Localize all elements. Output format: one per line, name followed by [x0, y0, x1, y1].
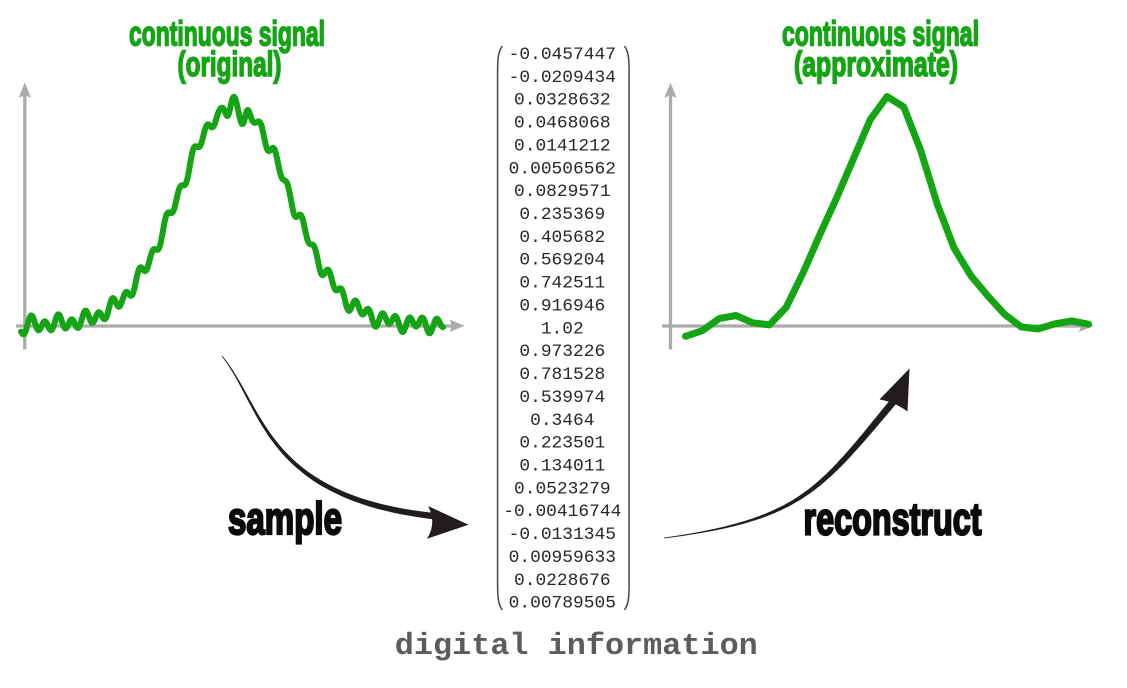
- svg-text:0.0829571: 0.0829571: [514, 182, 611, 202]
- svg-text:(approximate): (approximate): [794, 45, 958, 84]
- svg-text:0.3464: 0.3464: [530, 411, 594, 431]
- svg-text:sample: sample: [228, 493, 342, 544]
- svg-text:0.0228676: 0.0228676: [514, 571, 611, 591]
- svg-text:0.405682: 0.405682: [519, 228, 605, 248]
- svg-text:(original): (original): [178, 45, 282, 84]
- svg-text:0.235369: 0.235369: [519, 205, 605, 225]
- svg-text:0.0328632: 0.0328632: [514, 91, 611, 111]
- svg-text:0.134011: 0.134011: [519, 457, 605, 477]
- svg-text:continuous signal: continuous signal: [782, 15, 979, 54]
- svg-text:-0.0131345: -0.0131345: [509, 525, 616, 545]
- svg-text:-0.00416744: -0.00416744: [503, 502, 621, 522]
- svg-text:1.02: 1.02: [541, 319, 584, 339]
- svg-text:0.0468068: 0.0468068: [514, 114, 611, 134]
- svg-text:0.00959633: 0.00959633: [509, 548, 616, 568]
- svg-text:digital information: digital information: [395, 629, 758, 664]
- svg-text:0.916946: 0.916946: [519, 297, 605, 317]
- svg-text:reconstruct: reconstruct: [804, 494, 982, 545]
- svg-text:0.00789505: 0.00789505: [509, 594, 616, 614]
- svg-text:0.973226: 0.973226: [519, 342, 605, 362]
- svg-text:0.0523279: 0.0523279: [514, 479, 611, 499]
- svg-text:0.569204: 0.569204: [519, 251, 605, 271]
- svg-text:continuous signal: continuous signal: [129, 15, 325, 54]
- svg-text:0.00506562: 0.00506562: [509, 159, 616, 179]
- svg-text:0.0141212: 0.0141212: [514, 136, 611, 156]
- svg-text:0.742511: 0.742511: [519, 274, 605, 294]
- svg-text:-0.0209434: -0.0209434: [509, 68, 616, 88]
- svg-text:0.539974: 0.539974: [519, 388, 605, 408]
- svg-text:0.781528: 0.781528: [519, 365, 605, 385]
- svg-text:0.223501: 0.223501: [519, 434, 605, 454]
- svg-text:-0.0457447: -0.0457447: [509, 45, 616, 65]
